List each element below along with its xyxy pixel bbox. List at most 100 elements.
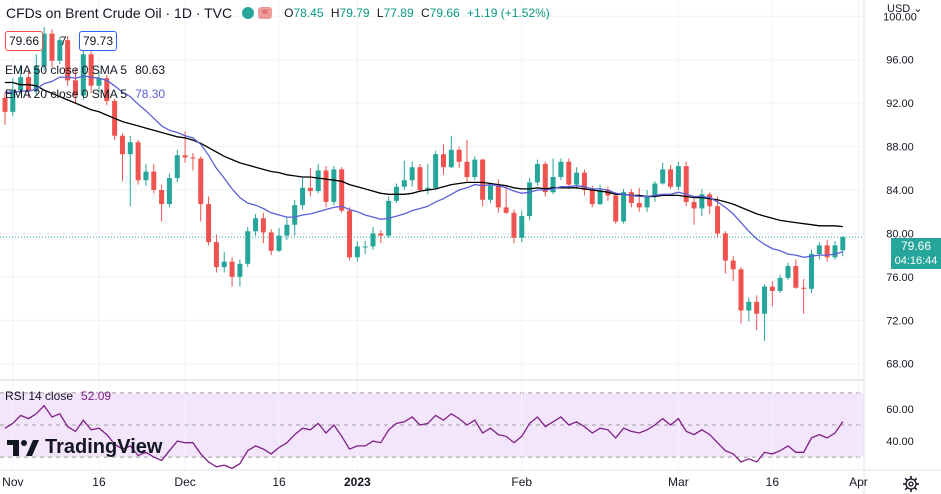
chart-header: CFDs on Brent Crude Oil · 1D · TVC ≈ O78… <box>6 5 554 21</box>
candle <box>370 226 376 250</box>
ema50-legend[interactable]: EMA 50 close 0 SMA 5 80.63 <box>5 63 165 77</box>
candle <box>135 140 141 185</box>
candle-body <box>323 170 329 202</box>
rsi-legend[interactable]: RSI 14 close 52.09 <box>5 389 111 403</box>
candle-body <box>691 201 697 209</box>
candle <box>213 234 219 273</box>
candle-body <box>425 187 431 190</box>
candle <box>401 160 407 190</box>
settings-gear-icon[interactable] <box>902 475 920 493</box>
candle <box>472 156 478 181</box>
ema20-value: 78.30 <box>135 87 166 101</box>
candle <box>49 29 55 68</box>
candle <box>730 256 736 282</box>
candle <box>276 228 282 252</box>
candle <box>660 162 666 185</box>
high-label: H <box>330 6 340 20</box>
currency-label: USD <box>887 3 911 15</box>
candle <box>2 92 8 125</box>
ema50-label: EMA 50 close 0 SMA 5 <box>5 63 128 77</box>
close-label: C <box>420 6 430 20</box>
candle <box>409 161 415 187</box>
candle-body <box>675 166 681 187</box>
candle <box>793 259 799 289</box>
candle-body <box>174 155 180 179</box>
candle <box>597 184 603 206</box>
candle <box>72 68 78 104</box>
candle <box>754 295 760 331</box>
candle <box>511 209 517 244</box>
tradingview-logo-icon <box>7 439 39 456</box>
candle <box>785 262 791 281</box>
price-tick-label: 72.00 <box>886 315 914 327</box>
candle-body <box>636 203 642 208</box>
candle-body <box>762 286 768 314</box>
candle <box>644 190 650 212</box>
grid <box>0 0 864 470</box>
tradingview-logo[interactable]: TradingView <box>7 436 162 459</box>
buy-price-box[interactable]: 79.73 <box>79 31 118 51</box>
candle-body <box>534 163 540 183</box>
candle <box>448 135 454 169</box>
candle-body <box>221 261 227 268</box>
candle-body <box>722 233 728 261</box>
candle <box>683 161 689 207</box>
low-value: 77.89 <box>383 6 414 20</box>
candle-body <box>503 207 509 213</box>
candle <box>464 140 470 182</box>
symbol-title[interactable]: CFDs on Brent Crude Oil · 1D · TVC <box>6 5 233 21</box>
candle <box>151 163 157 194</box>
candle-body <box>315 170 321 192</box>
wave-icon[interactable]: ≈ <box>258 7 273 19</box>
candle-body <box>816 245 822 255</box>
price-tick-label: 76.00 <box>886 272 914 284</box>
candle-body <box>362 246 368 248</box>
candle <box>80 48 86 100</box>
chevron-down-icon: ⌄ <box>913 3 923 15</box>
candle <box>769 281 775 307</box>
candle <box>119 133 125 182</box>
candle <box>57 36 63 65</box>
candle-body <box>668 169 674 187</box>
candle <box>41 27 47 71</box>
time-tick-label: Mar <box>668 475 689 489</box>
candle <box>816 242 822 260</box>
candle-body <box>472 159 478 177</box>
close-value: 79.66 <box>429 6 460 20</box>
candle <box>519 210 525 243</box>
candle-body <box>801 287 807 289</box>
price-tick-label: 80.00 <box>886 228 914 240</box>
candle-body <box>401 180 407 187</box>
candle-body <box>613 195 619 222</box>
candle-body <box>683 166 689 202</box>
time-tick-label: 16 <box>272 475 286 489</box>
candle-body <box>660 169 666 184</box>
candle-body <box>769 286 775 291</box>
candle-body <box>699 194 705 209</box>
time-tick-label: 2023 <box>344 475 371 489</box>
candle-body <box>88 54 94 86</box>
price-tick-label: 100.00 <box>883 11 917 23</box>
candle <box>127 135 133 207</box>
candle-body <box>104 78 110 101</box>
time-tick-label: Nov <box>2 475 23 489</box>
candle <box>566 158 572 189</box>
currency-selector[interactable]: USD ⌄ <box>887 2 923 15</box>
candle <box>347 207 353 261</box>
candle <box>182 131 188 163</box>
candle-body <box>268 232 274 251</box>
candle <box>527 178 533 221</box>
candle <box>18 65 24 94</box>
candle-body <box>127 142 133 155</box>
candle <box>628 188 634 208</box>
candle-body <box>331 169 337 202</box>
market-status-icon[interactable] <box>242 7 255 19</box>
candle-body <box>808 254 814 289</box>
low-label: L <box>376 6 384 20</box>
sell-price-box[interactable]: 79.66 <box>5 31 44 51</box>
ema20-legend[interactable]: EMA 20 close 0 SMA 5 78.30 <box>5 87 165 101</box>
candle <box>206 196 212 246</box>
candle-body <box>72 80 78 96</box>
candle <box>245 226 251 268</box>
